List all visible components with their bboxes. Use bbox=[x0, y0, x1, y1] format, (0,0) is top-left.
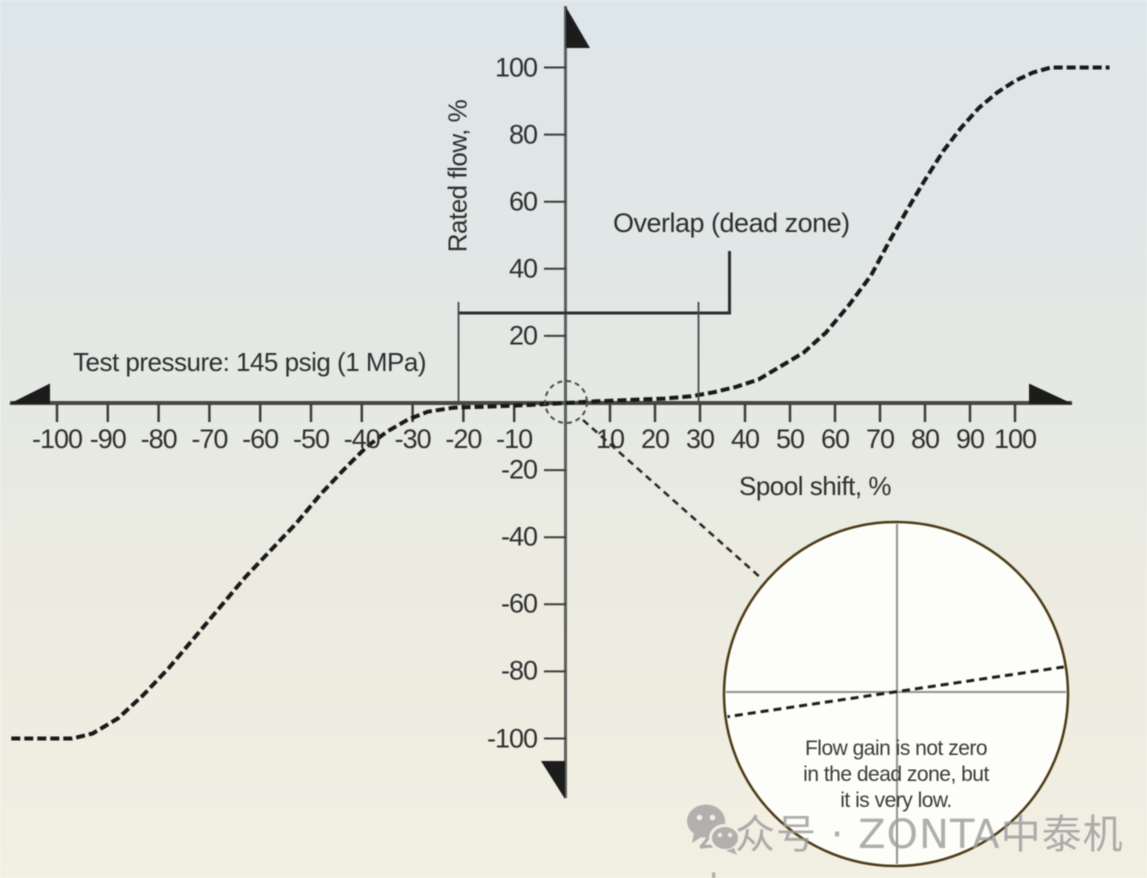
x-tick-label: -70 bbox=[191, 424, 228, 454]
y-tick-label: 40 bbox=[508, 253, 538, 284]
y-tick-label: -60 bbox=[500, 588, 538, 619]
x-tick-label: 90 bbox=[955, 424, 985, 454]
y-tick-label: 60 bbox=[508, 186, 538, 217]
watermark-text: 公众号 · ZONTA中泰机电 bbox=[694, 812, 1124, 878]
x-tick-label: 100 bbox=[993, 424, 1037, 454]
y-tick-label: 20 bbox=[508, 320, 538, 351]
magnifier-leader-line bbox=[582, 419, 762, 579]
x-tick-label: -90 bbox=[89, 424, 127, 454]
x-tick-label: -80 bbox=[140, 424, 178, 454]
x-tick-label: 10 bbox=[595, 424, 625, 454]
x-tick-label: -40 bbox=[343, 424, 381, 454]
y-tick-label: 80 bbox=[508, 119, 538, 150]
x-tick-label: 20 bbox=[640, 424, 670, 454]
dead-zone-magnifier bbox=[722, 520, 1070, 868]
x-tick-label: -30 bbox=[394, 424, 432, 454]
wechat-icon bbox=[687, 804, 741, 855]
x-tick-label: 30 bbox=[685, 424, 715, 454]
dead-zone-bracket bbox=[457, 251, 731, 402]
x-tick-label: -20 bbox=[445, 424, 482, 454]
magnifier-note: Flow gain is not zero in the dead zone, … bbox=[756, 736, 1036, 814]
y-tick-label: -40 bbox=[500, 521, 538, 552]
x-axis-title: Spool shift, % bbox=[739, 471, 891, 501]
y-tick-label: -80 bbox=[500, 655, 538, 686]
y-tick-label: -100 bbox=[486, 723, 538, 753]
x-tick-label: 50 bbox=[775, 424, 805, 454]
y-axis-title: Rated flow, % bbox=[442, 99, 473, 253]
x-tick-label: 60 bbox=[820, 424, 850, 454]
overlap-dead-zone-label: Overlap (dead zone) bbox=[613, 208, 850, 238]
magnified-flow-gain-line bbox=[726, 664, 1066, 719]
x-tick-label: -100 bbox=[31, 424, 83, 454]
y-axis-top-arrow-icon bbox=[566, 7, 590, 48]
test-pressure-label: Test pressure: 145 psig (1 MPa) bbox=[73, 347, 427, 377]
x-tick-label: 40 bbox=[730, 424, 760, 454]
x-axis-right-arrow-icon bbox=[1029, 383, 1073, 404]
magnifier-note-line: Flow gain is not zero bbox=[804, 737, 988, 760]
x-tick-label: 70 bbox=[865, 424, 895, 454]
x-tick-label: -50 bbox=[292, 424, 330, 454]
y-axis-bottom-arrow-icon bbox=[541, 761, 565, 799]
x-tick-label: -60 bbox=[242, 424, 279, 454]
x-tick-label: 80 bbox=[910, 424, 940, 454]
origin-highlight-circle bbox=[544, 380, 588, 424]
y-tick-label: 100 bbox=[494, 52, 538, 82]
tick-marks bbox=[55, 66, 1017, 740]
magnifier-note-line: it is very low. bbox=[840, 789, 952, 812]
y-tick-label: -20 bbox=[500, 454, 538, 485]
x-tick-label: -10 bbox=[496, 424, 533, 454]
flow-curve bbox=[11, 65, 1110, 741]
magnifier-note-line: in the dead zone, but bbox=[803, 763, 989, 786]
watermark: 公众号 · ZONTA中泰机电 bbox=[684, 802, 1147, 878]
x-axis-left-arrow-icon bbox=[9, 383, 50, 404]
